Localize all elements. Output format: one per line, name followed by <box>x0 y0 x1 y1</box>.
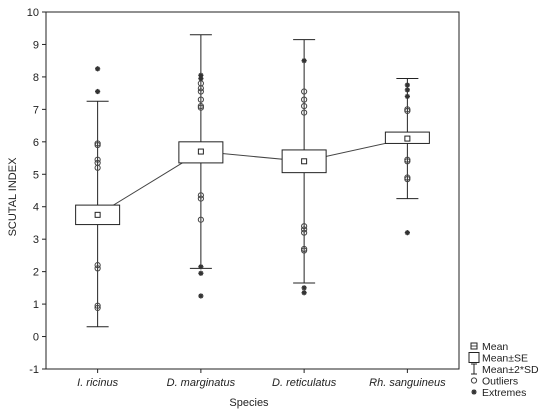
y-tick-label: 9 <box>33 39 39 51</box>
legend-label: Mean±2*SD <box>482 364 539 376</box>
outlier-point <box>94 304 101 312</box>
outlier-point <box>197 216 204 223</box>
outlier-point <box>94 302 101 309</box>
mean-marker <box>94 211 101 218</box>
extreme-point <box>301 285 307 291</box>
outlier-point <box>301 103 308 110</box>
legend-label: Mean <box>482 341 508 353</box>
outlier-point <box>197 104 204 111</box>
x-tick-label: D. reticulatus <box>272 377 337 389</box>
outlier-point <box>197 88 204 95</box>
legend-label: Outliers <box>482 376 518 388</box>
x-axis-label: Species <box>229 397 269 409</box>
extreme-point <box>198 75 204 82</box>
outlier-point <box>197 96 204 103</box>
mean-marker <box>301 158 308 165</box>
outlier-point <box>404 158 411 165</box>
legend-label: Mean±SE <box>482 353 528 365</box>
y-tick-label: 8 <box>33 72 39 84</box>
legend-extreme-symbol <box>471 389 477 395</box>
mean-line <box>97 138 408 216</box>
extreme-point <box>198 270 204 276</box>
extreme-point <box>95 66 101 72</box>
extreme-point <box>404 93 410 99</box>
extreme-point <box>404 82 410 88</box>
y-tick-label: 0 <box>33 332 39 344</box>
x-tick-label: D. marginatus <box>167 377 236 389</box>
outlier-point <box>301 96 308 103</box>
outlier-point <box>197 195 204 202</box>
y-axis-label: SCUTAL INDEX <box>7 157 19 237</box>
extreme-point <box>404 230 410 236</box>
box-4 <box>384 78 430 236</box>
outlier-point <box>404 176 411 183</box>
box-2 <box>178 34 224 299</box>
outlier-point <box>301 109 308 116</box>
extreme-point <box>404 87 410 93</box>
legend-box-symbol <box>468 352 480 363</box>
legend-label: Extremes <box>482 387 526 399</box>
extreme-point <box>95 88 101 95</box>
y-tick-label: 6 <box>33 137 39 149</box>
y-tick-label: 10 <box>27 7 39 19</box>
extreme-point <box>301 290 307 296</box>
extreme-point <box>198 264 204 270</box>
outlier-point <box>94 141 101 149</box>
y-tick-label: 3 <box>33 234 39 246</box>
y-tick-label: 5 <box>33 169 39 181</box>
outlier-point <box>197 192 204 199</box>
outlier-point <box>197 85 204 92</box>
plot-area: -1 0 1 2 3 4 5 6 7 8 9 10 I. ricinus D. marginatus D. … <box>27 7 460 389</box>
extreme-point <box>198 293 204 299</box>
outlier-point <box>301 226 308 233</box>
outlier-point <box>301 247 308 254</box>
y-tick-label: 2 <box>33 267 39 279</box>
outlier-point <box>404 107 411 115</box>
outlier-point <box>301 223 308 230</box>
outlier-point <box>94 265 101 272</box>
box-1 <box>75 66 121 328</box>
plot-frame <box>45 11 460 370</box>
mean-marker <box>404 135 411 142</box>
extreme-point <box>301 58 307 64</box>
x-tick-label: I. ricinus <box>77 377 118 389</box>
y-tick-label: 4 <box>33 202 39 214</box>
outlier-point <box>301 229 308 236</box>
outlier-point <box>301 88 308 95</box>
y-tick-label: 7 <box>33 104 39 116</box>
outlier-point <box>94 156 101 163</box>
y-tick-label: -1 <box>29 364 39 376</box>
mean-marker <box>197 148 204 155</box>
legend-outlier-symbol <box>470 377 478 384</box>
outlier-point <box>94 164 101 171</box>
box-3 <box>281 39 327 296</box>
x-tick-label: Rh. sanguineus <box>369 377 446 389</box>
y-tick-label: 1 <box>33 299 39 311</box>
outlier-point <box>94 262 101 269</box>
